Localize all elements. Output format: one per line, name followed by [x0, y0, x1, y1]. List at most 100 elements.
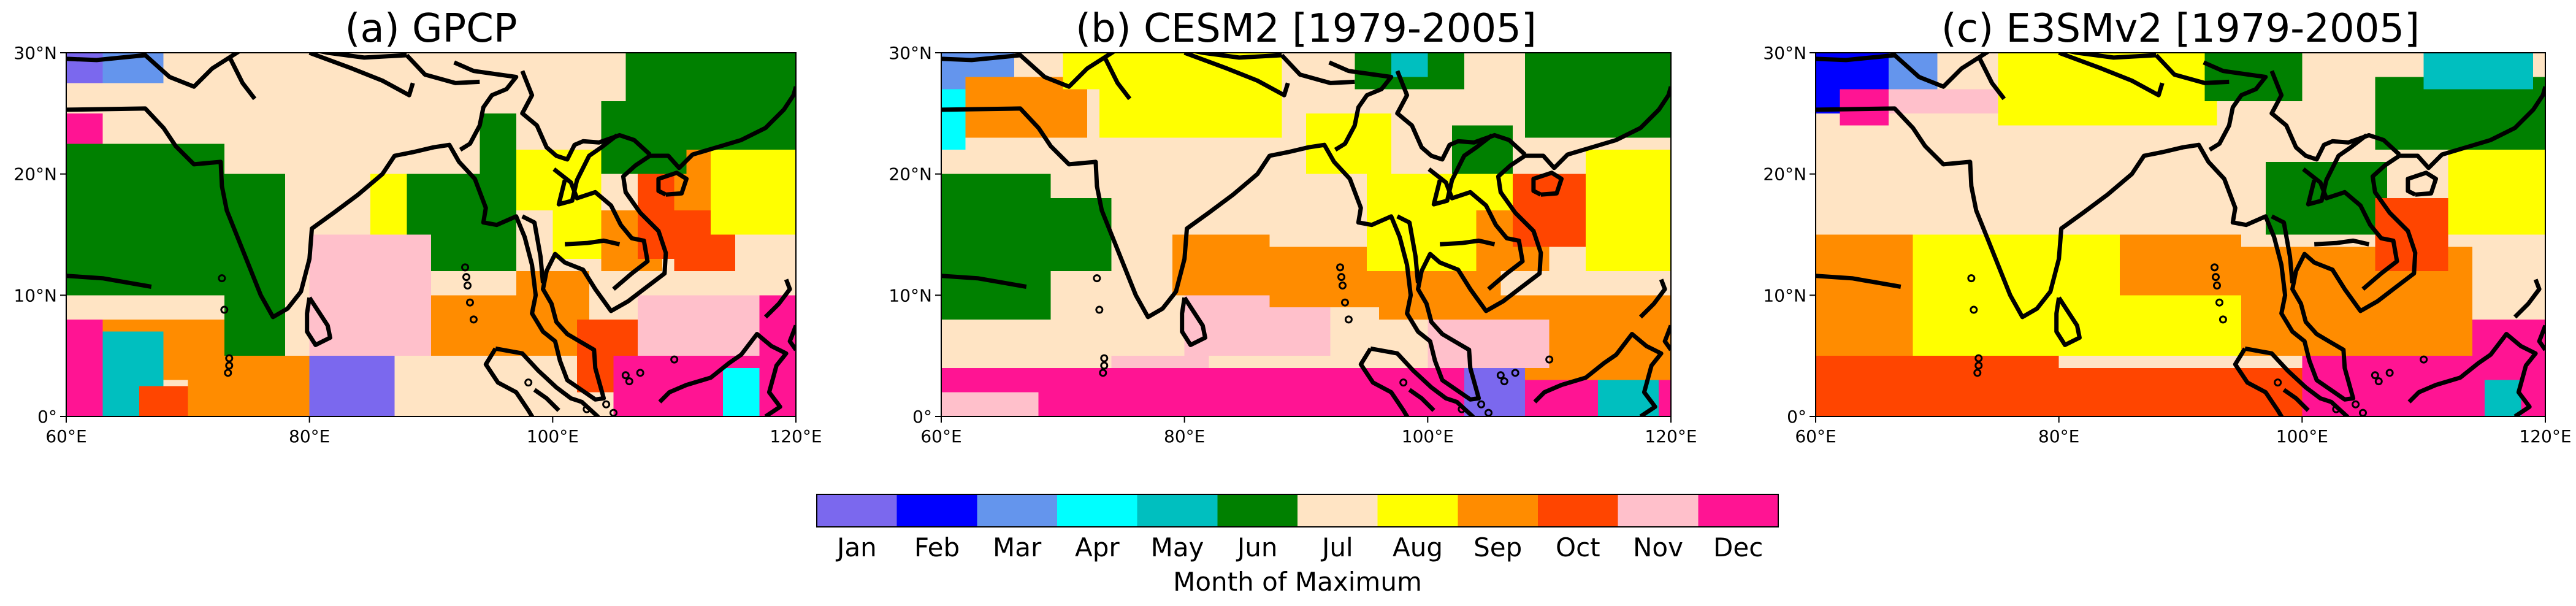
island	[2332, 405, 2341, 413]
coastline	[787, 324, 796, 351]
island	[1974, 361, 1983, 370]
coastline	[66, 86, 796, 402]
heatmap-cell	[941, 174, 1051, 320]
coastline	[1638, 278, 1667, 319]
coastline	[1431, 133, 1494, 207]
colorbar-swatch	[1538, 494, 1619, 527]
coastline	[2269, 70, 2401, 162]
island	[1099, 369, 1107, 377]
heatmap-cell	[2484, 380, 2521, 416]
coastline	[941, 86, 1671, 402]
coastline	[941, 274, 1027, 289]
island	[1458, 405, 1466, 413]
coastline	[305, 296, 332, 347]
coastline	[1816, 53, 1990, 89]
colorbar: Jan Feb Mar Apr May Jun Jul Aug Sep Oct Nov Dec Mon…	[816, 494, 1779, 597]
heatmap-cell	[480, 113, 516, 271]
heatmap-cell	[1816, 234, 1913, 356]
y-tick-label: 0°	[1787, 407, 1806, 427]
heatmap-cell	[1269, 247, 1379, 308]
island	[1545, 355, 1554, 364]
coastline	[495, 346, 600, 416]
island	[1399, 378, 1408, 387]
heatmap-cell	[188, 356, 310, 416]
coastline	[2513, 278, 2542, 319]
coastline	[556, 133, 619, 207]
island	[1477, 400, 1486, 408]
island	[1967, 274, 1976, 283]
heatmap-cell	[1816, 356, 2059, 416]
island	[2385, 369, 2394, 377]
colorbar-swatch	[977, 494, 1058, 527]
island	[583, 405, 591, 413]
island	[1100, 354, 1109, 362]
colorbar-frame	[816, 494, 1779, 527]
heatmap-cell	[224, 174, 285, 356]
island	[220, 305, 229, 314]
coastline	[1531, 171, 1564, 197]
colorbar-swatch	[1458, 494, 1538, 527]
colorbar-tick-label: Dec	[1713, 532, 1763, 562]
panel-title: (a) GPCP	[345, 6, 518, 52]
x-tick-label: 80°E	[289, 426, 330, 447]
heatmap-cell	[66, 113, 103, 144]
y-tick-label: 20°N	[1763, 164, 1806, 185]
y-tick-label: 0°	[912, 407, 932, 427]
heatmap-cell	[2302, 356, 2485, 416]
x-tick-label: 120°E	[770, 426, 822, 447]
island	[1340, 298, 1349, 307]
coastline	[316, 53, 407, 60]
x-tick-label: 80°E	[1164, 426, 1205, 447]
y-tick-label: 30°N	[1763, 43, 1806, 63]
coastline	[1183, 53, 1290, 98]
island	[2374, 377, 2383, 386]
colorbar-tick-label: Oct	[1556, 532, 1600, 562]
colorbar-swatches	[817, 494, 1779, 527]
island	[469, 315, 478, 324]
plot-frame	[1815, 52, 2546, 417]
coastline	[1408, 388, 1435, 412]
heatmap-cell	[1586, 150, 1671, 271]
island	[1339, 282, 1347, 290]
heatmap-cell	[66, 319, 103, 416]
island	[1511, 369, 1519, 377]
island	[462, 273, 471, 282]
coastline	[1395, 70, 1527, 162]
coastline	[2203, 60, 2268, 152]
plot-frame	[66, 52, 797, 417]
island	[2371, 371, 2379, 380]
colorbar-tick-label: Nov	[1633, 532, 1683, 562]
coastline	[1328, 60, 1394, 152]
coastline	[521, 214, 545, 283]
colorbar-swatch	[1377, 494, 1458, 527]
heatmap-cell	[1889, 89, 1998, 113]
colorbar-label: Month of Maximum	[1173, 567, 1422, 597]
island	[636, 369, 644, 377]
coastline	[2066, 53, 2157, 60]
colorbar-swatch	[896, 494, 977, 527]
colorbar-tick-label: Feb	[914, 532, 960, 562]
y-tick-label: 20°N	[13, 164, 57, 185]
island	[2274, 378, 2282, 387]
y-tick-label: 0°	[37, 407, 57, 427]
plot-frame	[941, 52, 1672, 417]
map-panel-cesm2: (b) CESM2 [1979-2005] 60°E 80°E 100°E 120°E…	[889, 6, 1697, 447]
y-tick-label: 30°N	[889, 43, 932, 63]
island	[2219, 315, 2227, 324]
coastline	[228, 58, 257, 101]
x-axis: 60°E 80°E 100°E 120°E	[1795, 416, 2572, 447]
heatmap-cells	[66, 53, 796, 416]
coastline	[308, 53, 415, 98]
x-tick-label: 100°E	[527, 426, 579, 447]
coastlines	[941, 53, 1671, 416]
island	[1093, 274, 1101, 283]
island	[225, 354, 234, 362]
island	[2352, 400, 2360, 408]
colorbar-swatch	[1298, 494, 1378, 527]
coastline	[1533, 332, 1664, 416]
heatmap-cell	[2448, 150, 2545, 235]
island	[1100, 361, 1109, 370]
colorbar-tick-label: Sep	[1473, 532, 1522, 562]
coastline	[66, 274, 152, 289]
coastline	[1440, 238, 1496, 247]
